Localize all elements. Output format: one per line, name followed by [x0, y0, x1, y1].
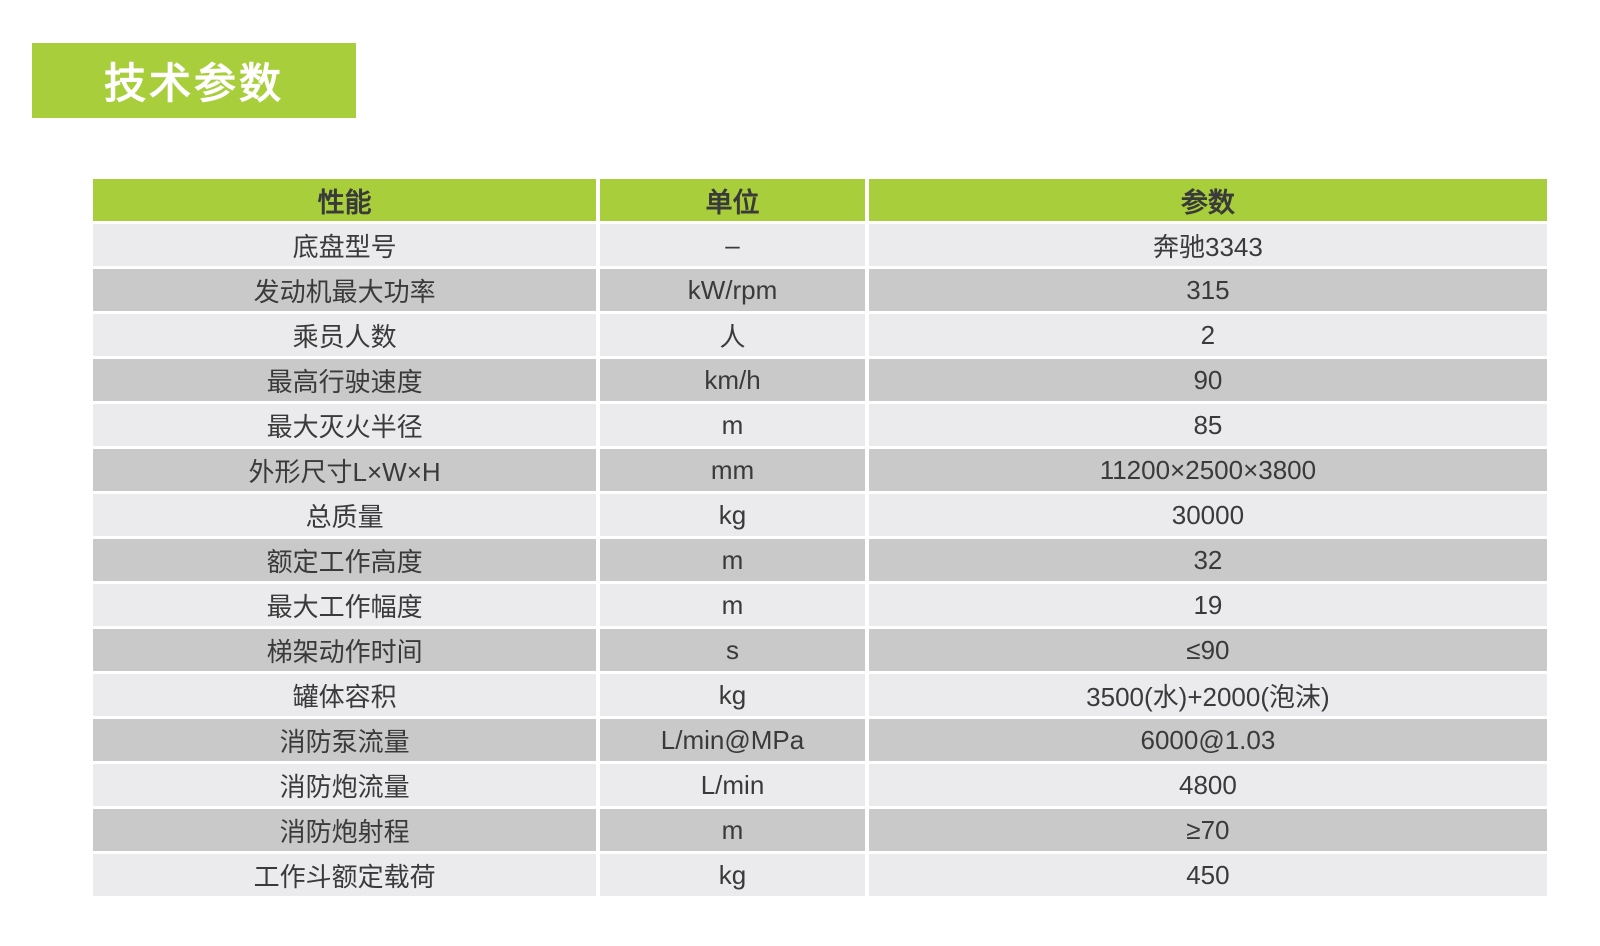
value-cell: 32: [868, 539, 1547, 581]
param-name-cell: 发动机最大功率: [93, 269, 597, 311]
table-row: 工作斗额定载荷 kg 450: [93, 854, 1547, 896]
column-header-performance: 性能: [93, 179, 597, 221]
param-name-cell: 消防泵流量: [93, 719, 597, 761]
value-cell: 11200×2500×3800: [868, 449, 1547, 491]
column-header-unit: 单位: [600, 179, 865, 221]
table-row: 最高行驶速度 km/h 90: [93, 359, 1547, 401]
param-name-cell: 工作斗额定载荷: [93, 854, 597, 896]
table-row: 额定工作高度 m 32: [93, 539, 1547, 581]
table-row: 最大灭火半径 m 85: [93, 404, 1547, 446]
table-row: 总质量 kg 30000: [93, 494, 1547, 536]
unit-cell: m: [600, 404, 865, 446]
table-header-row: 性能 单位 参数: [93, 179, 1547, 221]
value-cell: 19: [868, 584, 1547, 626]
param-name-cell: 消防炮流量: [93, 764, 597, 806]
table-row: 罐体容积 kg 3500(水)+2000(泡沫): [93, 674, 1547, 716]
unit-cell: m: [600, 809, 865, 851]
param-name-cell: 底盘型号: [93, 224, 597, 266]
param-name-cell: 总质量: [93, 494, 597, 536]
table-row: 梯架动作时间 s ≤90: [93, 629, 1547, 671]
table-body: 底盘型号 – 奔驰3343 发动机最大功率 kW/rpm 315 乘员人数人 2 最高行驶速度 k…: [93, 224, 1547, 896]
value-cell: 奔驰3343: [868, 224, 1547, 266]
value-cell: ≤90: [868, 629, 1547, 671]
param-name-cell: 罐体容积: [93, 674, 597, 716]
value-cell: 30000: [868, 494, 1547, 536]
value-cell: 2: [868, 314, 1547, 356]
param-name-cell: 消防炮射程: [93, 809, 597, 851]
param-name-cell: 额定工作高度: [93, 539, 597, 581]
table-row: 消防炮射程 m ≥70: [93, 809, 1547, 851]
table-row: 发动机最大功率 kW/rpm 315: [93, 269, 1547, 311]
param-name-cell: 最大灭火半径: [93, 404, 597, 446]
unit-cell: m: [600, 584, 865, 626]
unit-cell: –: [600, 224, 865, 266]
unit-cell: m: [600, 539, 865, 581]
value-cell: 90: [868, 359, 1547, 401]
unit-cell: km/h: [600, 359, 865, 401]
column-header-parameter: 参数: [868, 179, 1547, 221]
table-row: 消防炮流量 L/min 4800: [93, 764, 1547, 806]
table-row: 最大工作幅度 m 19: [93, 584, 1547, 626]
table-row: 底盘型号 – 奔驰3343: [93, 224, 1547, 266]
value-cell: 3500(水)+2000(泡沫): [868, 674, 1547, 716]
table-row: 消防泵流量 L/min@MPa 6000@1.03: [93, 719, 1547, 761]
value-cell: 4800: [868, 764, 1547, 806]
section-title: 技术参数: [103, 60, 284, 107]
value-cell: 85: [868, 404, 1547, 446]
param-name-cell: 最高行驶速度: [93, 359, 597, 401]
unit-cell: kg: [600, 674, 865, 716]
unit-cell: L/min@MPa: [600, 719, 865, 761]
value-cell: 450: [868, 854, 1547, 896]
unit-cell: kg: [600, 494, 865, 536]
param-name-cell: 外形尺寸L×W×H: [93, 449, 597, 491]
value-cell: ≥70: [868, 809, 1547, 851]
unit-cell: mm: [600, 449, 865, 491]
param-name-cell: 梯架动作时间: [93, 629, 597, 671]
unit-cell: L/min: [600, 764, 865, 806]
param-name-cell: 最大工作幅度: [93, 584, 597, 626]
value-cell: 315: [868, 269, 1547, 311]
unit-cell: 人: [600, 314, 865, 356]
value-cell: 6000@1.03: [868, 719, 1547, 761]
unit-cell: s: [600, 629, 865, 671]
spec-table: 性能 单位 参数 底盘型号 – 奔驰3343 发动机最大功率 kW/rpm 315 乘员人数…: [89, 176, 1551, 899]
table-row: 外形尺寸L×W×H mm 11200×2500×3800: [93, 449, 1547, 491]
param-name-cell: 乘员人数: [93, 314, 597, 356]
table-row: 乘员人数人 2: [93, 314, 1547, 356]
unit-cell: kg: [600, 854, 865, 896]
section-title-box: 技术参数: [32, 43, 356, 118]
unit-cell: kW/rpm: [600, 269, 865, 311]
